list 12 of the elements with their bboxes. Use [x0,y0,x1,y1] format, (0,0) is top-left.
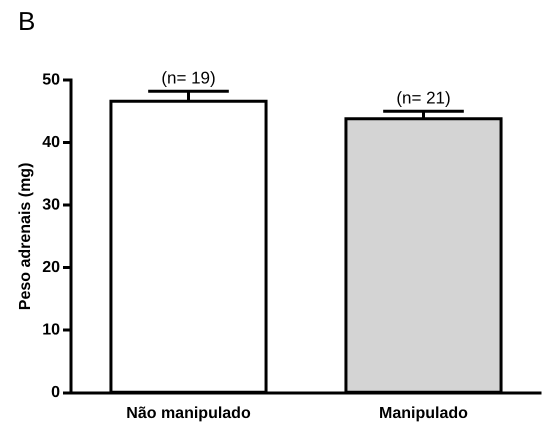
chart-title: B [18,6,36,37]
x-tick-label: Manipulado [379,404,468,422]
y-tick-label: 50 [42,71,60,88]
y-tick-label: 10 [42,322,60,339]
y-axis-title: Peso adrenais (mg) [17,162,34,310]
y-tick-label: 0 [51,384,60,402]
annotation: (n= 21) [396,88,451,108]
x-tick-label: Não manipulado [126,404,251,422]
y-tick-label: 20 [42,259,60,276]
y-tick-label: 40 [42,134,60,151]
annotation: (n= 19) [161,68,216,88]
y-tick-label: 30 [42,196,60,214]
